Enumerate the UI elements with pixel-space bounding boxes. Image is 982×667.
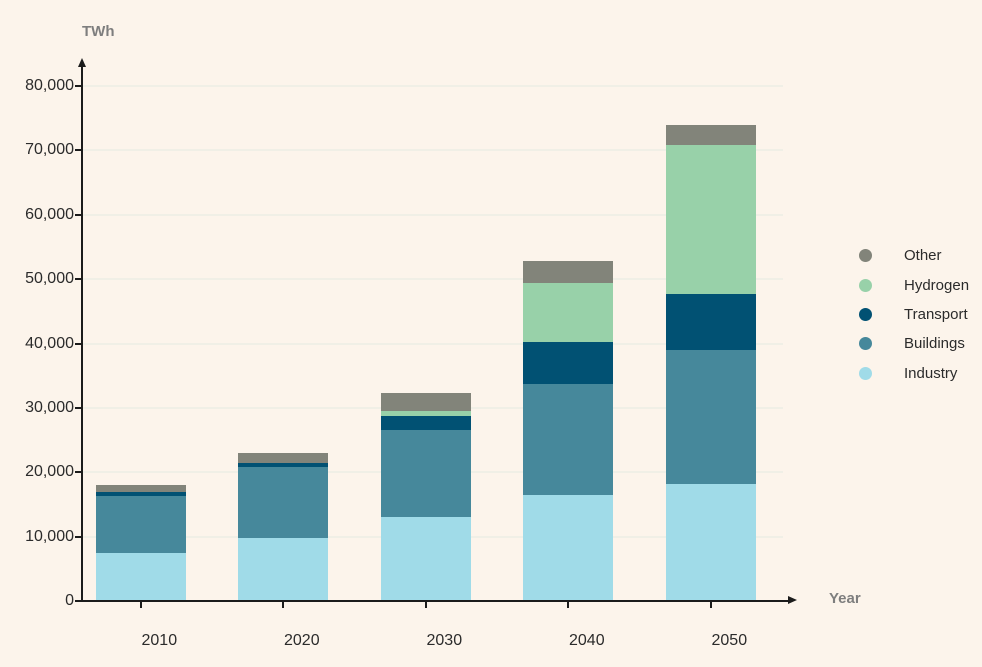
y-axis-tick (75, 213, 81, 216)
bar-segment-2050-transport (665, 293, 756, 350)
y-tick-label: 50,000 (25, 270, 74, 288)
y-axis-arrow (78, 58, 86, 67)
bar-segment-2050-other (665, 124, 756, 145)
legend-label: Transport (904, 305, 968, 323)
x-axis-title: Year (829, 590, 861, 607)
y-tick-label: 40,000 (25, 334, 74, 352)
bar-segment-2050-buildings (665, 349, 756, 484)
legend-label: Buildings (904, 335, 965, 353)
x-axis-tick (139, 601, 142, 608)
legend-item-hydrogen: Hydrogen (859, 270, 969, 299)
bar-segment-2050-hydrogen (665, 144, 756, 294)
y-tick-label: 80,000 (25, 77, 74, 94)
y-tick-label: 70,000 (25, 141, 74, 159)
x-axis-tick (567, 601, 569, 608)
y-axis-line (81, 66, 83, 602)
y-axis-tick (75, 535, 81, 538)
y-axis-tick (75, 85, 81, 87)
y-tick-label: 10,000 (25, 527, 74, 545)
legend: Other Hydrogen Transport Buildings Industry (859, 241, 969, 388)
x-axis-tick (709, 601, 712, 608)
y-axis-tick (75, 342, 81, 345)
y-tick-label: 20,000 (25, 463, 74, 481)
x-tick-label: 2040 (569, 632, 605, 649)
legend-label: Other (904, 247, 942, 265)
y-tick-label: 0 (65, 592, 74, 609)
legend-swatch-icon (859, 278, 872, 292)
legend-swatch-icon (859, 337, 872, 351)
x-tick-label: 2030 (426, 632, 463, 649)
bar-segment-2030-buildings (380, 430, 471, 518)
x-axis-tick (282, 601, 284, 608)
bar-segment-2040-hydrogen (523, 282, 613, 342)
legend-item-industry: Industry (859, 359, 969, 388)
legend-item-other: Other (859, 241, 969, 270)
legend-label: Hydrogen (904, 276, 970, 294)
gridline (82, 149, 783, 152)
y-axis-tick (75, 406, 81, 409)
y-axis-title: TWh (82, 23, 115, 40)
bar-segment-2010-industry (95, 552, 186, 601)
legend-item-buildings: Buildings (859, 329, 969, 358)
gridline (82, 213, 783, 216)
legend-swatch-icon (859, 366, 872, 380)
x-axis-arrow (788, 596, 797, 604)
bar-segment-2050-industry (665, 483, 756, 601)
legend-swatch-icon (859, 249, 872, 263)
gridline (82, 278, 783, 281)
bar-segment-2020-buildings (238, 467, 328, 538)
bar-segment-2030-transport (380, 416, 471, 431)
x-tick-label: 2050 (711, 632, 748, 649)
bar-segment-2010-transport (95, 491, 186, 497)
y-tick-label: 30,000 (25, 398, 74, 416)
y-axis-tick (75, 471, 81, 474)
x-tick-label: 2010 (141, 632, 178, 649)
x-axis-tick (424, 601, 427, 608)
bar-segment-2040-buildings (523, 384, 613, 495)
x-tick-label: 2020 (284, 632, 320, 649)
bar-segment-2040-transport (523, 341, 613, 385)
bar-segment-2010-other (95, 485, 186, 492)
bar-segment-2040-industry (523, 494, 613, 601)
bar-segment-2020-transport (238, 463, 328, 468)
bar-segment-2020-industry (238, 537, 328, 601)
bar-segment-2010-buildings (95, 496, 186, 553)
y-tick-label: 60,000 (25, 205, 74, 223)
bar-segment-2030-other (380, 393, 471, 412)
y-axis-tick (75, 278, 81, 281)
bar-segment-2020-other (238, 452, 328, 464)
bar-segment-2030-hydrogen (380, 411, 471, 417)
legend-label: Industry (904, 364, 958, 382)
x-axis-line (81, 600, 788, 602)
legend-item-transport: Transport (859, 300, 969, 329)
y-axis-tick (75, 600, 81, 602)
gridline (82, 85, 783, 87)
y-axis-tick (75, 149, 81, 152)
bar-segment-2040-other (523, 261, 613, 283)
legend-swatch-icon (859, 307, 872, 321)
bar-segment-2030-industry (380, 517, 471, 601)
gridline (82, 342, 783, 345)
